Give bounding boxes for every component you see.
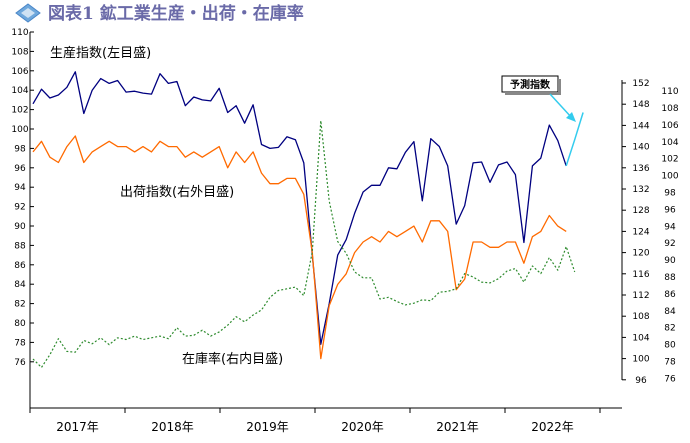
- right-inner-tick-label: 90: [664, 256, 676, 266]
- left-tick-label: 96: [14, 164, 26, 174]
- right-outer-tick-label: 128: [632, 206, 649, 216]
- x-tick-label: 2019年: [246, 420, 289, 434]
- right-inner-tick-label: 100: [661, 172, 678, 182]
- right-inner-tick-label: 92: [664, 239, 675, 249]
- forecast-arrow-line: [549, 93, 573, 119]
- right-outer-tick-label: 148: [632, 100, 649, 110]
- right-inner-tick-label: 88: [664, 273, 676, 283]
- title-diamond-inner-icon: [21, 8, 35, 18]
- left-tick-label: 88: [14, 241, 26, 251]
- right-outer-tick-label: 112: [632, 291, 649, 301]
- inventory-line: [32, 120, 576, 368]
- left-axis-ticks: 76 78 80 82 84 86 88 90 92 94 96 98 100 102 104 106 108 1…: [11, 28, 34, 368]
- left-tick-label: 108: [11, 47, 28, 57]
- x-tick-label: 2021年: [436, 420, 479, 434]
- forecast-callout: 予測指数: [501, 75, 576, 122]
- forecast-line: [565, 112, 584, 167]
- left-tick-label: 80: [14, 319, 26, 329]
- right-inner-axis-ticks: 76 78 80 82 84 86 88 90 92 94 96 98 100 102 104 106 108 1…: [661, 87, 678, 384]
- right-inner-tick-label: 106: [661, 121, 678, 131]
- right-inner-tick-label: 78: [664, 358, 676, 368]
- right-inner-tick-label: 76: [664, 374, 676, 384]
- x-tick-label: 2018年: [151, 420, 194, 434]
- right-inner-tick-label: 94: [664, 222, 676, 232]
- forecast-arrow-head-icon: [566, 112, 576, 122]
- right-inner-tick-label: 86: [664, 290, 676, 300]
- right-outer-tick-label: 96: [635, 376, 647, 386]
- right-outer-tick-label: 116: [632, 270, 649, 280]
- x-tick-label: 2017年: [56, 420, 99, 434]
- left-tick-label: 98: [14, 144, 26, 154]
- right-inner-tick-label: 110: [661, 87, 678, 97]
- x-tick-label: 2022年: [531, 420, 574, 434]
- right-inner-tick-label: 96: [664, 205, 676, 215]
- left-tick-label: 92: [14, 203, 25, 213]
- series-layer: [32, 71, 584, 368]
- right-outer-tick-label: 104: [632, 333, 649, 343]
- forecast-label-shadow-bottom: [505, 92, 561, 95]
- shipments-line: [32, 135, 567, 360]
- right-inner-tick-label: 104: [661, 138, 678, 148]
- left-tick-label: 94: [14, 183, 26, 193]
- right-outer-tick-label: 140: [632, 143, 649, 153]
- left-tick-label: 102: [11, 106, 28, 116]
- left-tick-label: 90: [14, 222, 26, 232]
- right-outer-tick-label: 108: [632, 312, 649, 322]
- left-tick-label: 106: [11, 67, 28, 77]
- right-outer-axis-ticks: 96 100 104 108 112 116 120 124 128 132 136 140 144 14…: [622, 79, 650, 386]
- left-tick-label: 86: [14, 261, 26, 271]
- left-tick-label: 78: [14, 338, 26, 348]
- right-outer-tick-label: 124: [632, 227, 649, 237]
- right-inner-tick-label: 80: [664, 341, 676, 351]
- title-group: 図表1 鉱工業生産・出荷・在庫率: [15, 3, 304, 24]
- right-outer-tick-label: 120: [632, 249, 649, 259]
- right-outer-tick-label: 152: [632, 79, 649, 89]
- right-outer-tick-label: 144: [632, 121, 649, 131]
- right-outer-tick-label: 136: [632, 164, 649, 174]
- left-tick-label: 110: [11, 28, 28, 38]
- right-inner-tick-label: 102: [661, 155, 678, 165]
- right-inner-tick-label: 84: [664, 307, 676, 317]
- x-axis-ticks: 2017年 2018年 2019年 2020年 2021年 2022年: [29, 408, 601, 434]
- left-tick-label: 100: [11, 125, 28, 135]
- production-line: [32, 71, 567, 345]
- left-tick-label: 76: [14, 358, 26, 368]
- right-outer-tick-label: 132: [632, 185, 649, 195]
- shipments-annotation: 出荷指数(右外目盛): [120, 185, 234, 200]
- forecast-label-shadow: [558, 79, 561, 94]
- production-annotation: 生産指数(左目盛): [50, 45, 151, 61]
- right-outer-tick-label: 100: [632, 355, 649, 365]
- chart-title: 図表1 鉱工業生産・出荷・在庫率: [48, 3, 304, 24]
- left-tick-label: 104: [11, 86, 28, 96]
- forecast-label: 予測指数: [510, 78, 551, 91]
- inventory-annotation: 在庫率(右内目盛): [182, 351, 283, 367]
- right-inner-tick-label: 82: [664, 324, 675, 334]
- left-tick-label: 84: [14, 280, 26, 290]
- right-inner-tick-label: 108: [661, 104, 678, 114]
- x-tick-label: 2020年: [341, 420, 384, 434]
- right-inner-tick-label: 98: [664, 189, 676, 199]
- left-tick-label: 82: [14, 300, 25, 310]
